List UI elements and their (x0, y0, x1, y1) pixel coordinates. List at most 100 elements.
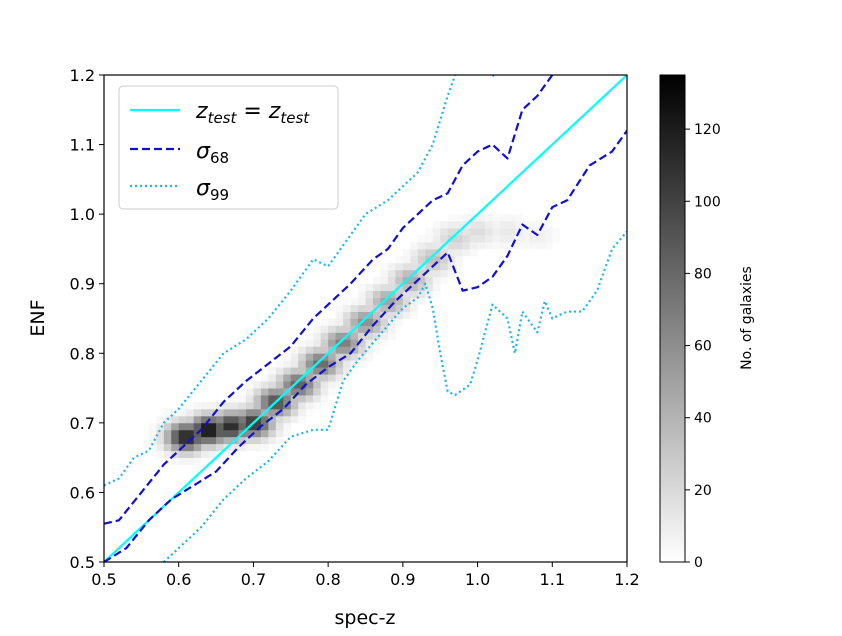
heatmap-cell (470, 241, 478, 250)
heatmap-cell (275, 422, 284, 431)
heatmap-cell (223, 401, 232, 410)
heatmap-cell (350, 318, 359, 326)
heatmap-cell (395, 290, 404, 299)
heatmap-cell (231, 415, 239, 424)
heatmap-cell (260, 388, 269, 396)
heatmap-cell (216, 443, 224, 452)
x-tick-label: 0.8 (315, 570, 340, 589)
heatmap-cell (365, 325, 374, 333)
heatmap-cell (335, 311, 344, 319)
heatmap-cell (365, 339, 374, 347)
heatmap-cell (193, 457, 202, 465)
x-axis: 0.5 0.6 0.7 0.8 0.9 1.0 1.1 1.2 (91, 562, 640, 589)
heatmap-cell (163, 429, 172, 438)
heatmap-cell (275, 374, 284, 382)
heatmap-cell (425, 269, 434, 278)
heatmap-cell (253, 401, 262, 410)
heatmap-cell (537, 228, 546, 236)
heatmap-cell (290, 346, 299, 354)
heatmap-cell (514, 235, 523, 243)
heatmap-cell (372, 339, 381, 347)
heatmap-cell (298, 395, 307, 403)
heatmap-cell (552, 235, 561, 243)
heatmap-cell (290, 374, 299, 382)
heatmap-cell (485, 228, 493, 236)
heatmap-cell (305, 353, 314, 361)
heatmap-cell (507, 221, 516, 229)
heatmap-cell (201, 450, 209, 459)
heatmap-cell (477, 221, 486, 229)
heatmap-cell (216, 408, 224, 417)
series-2-lower-line (163, 230, 627, 562)
heatmap-cell (171, 415, 180, 424)
heatmap-cell (387, 276, 396, 285)
heatmap-cell (156, 443, 165, 452)
heatmap-cell (417, 235, 426, 243)
heatmap-cell (544, 228, 553, 236)
heatmap-cell (402, 304, 411, 312)
heatmap-cell (260, 415, 269, 424)
heatmap-cell (462, 241, 471, 250)
heatmap-cell (156, 415, 165, 424)
heatmap-cell (328, 318, 337, 326)
heatmap-cell (186, 443, 195, 452)
heatmap-cell (193, 436, 202, 445)
heatmap-cell (477, 241, 486, 250)
heatmap-cell (223, 429, 232, 438)
heatmap-cell (245, 408, 254, 417)
heatmap-cell (178, 415, 187, 424)
heatmap-cell (223, 395, 232, 403)
heatmap-cell (358, 311, 366, 319)
heatmap-cell (320, 346, 329, 354)
colorbar: 0 20 40 60 80 100 120 No. of galaxies (659, 74, 755, 571)
colorbar-tick-label: 20 (694, 483, 712, 499)
heatmap-cell (283, 408, 292, 417)
heatmap-cell (268, 367, 277, 375)
heatmap-cell (425, 283, 434, 292)
heatmap-cell (283, 381, 292, 389)
heatmap-cell (432, 276, 441, 285)
heatmap-cell (432, 255, 441, 264)
heatmap-cell (208, 408, 217, 417)
heatmap-cell (328, 367, 337, 375)
heatmap-cell (350, 339, 359, 347)
heatmap-cell (178, 457, 187, 465)
heatmap-cell (320, 339, 329, 347)
heatmap-cell (298, 367, 307, 375)
heatmap-cell (223, 408, 232, 417)
heatmap-cell (305, 395, 314, 403)
heatmap-cell (298, 360, 307, 368)
heatmap-cell (156, 450, 165, 459)
heatmap-cell (522, 235, 531, 243)
legend: ztest = ztest σ68 σ99 (118, 85, 339, 210)
heatmap-cell (186, 450, 195, 459)
heatmap-cell (440, 269, 449, 278)
heatmap-cell (552, 228, 561, 236)
plot-frame (103, 74, 628, 563)
y-tick-label: 1.2 (70, 66, 95, 85)
heatmap-cell (231, 408, 239, 417)
heatmap-cell (298, 401, 307, 410)
heatmap-cell (470, 248, 478, 257)
heatmap-cell (507, 235, 516, 243)
heatmap-cell (283, 395, 292, 403)
series-layer (104, 75, 627, 562)
heatmap-cell (268, 374, 277, 382)
heatmap-cell (350, 311, 359, 319)
heatmap-cell (260, 374, 269, 382)
heatmap-cell (372, 283, 381, 292)
heatmap-cell (305, 332, 314, 340)
heatmap-cell (305, 388, 314, 396)
heatmap-cell (305, 381, 314, 389)
heatmap-cell (238, 408, 247, 417)
heatmap-cell (492, 214, 501, 222)
heatmap-cell (335, 318, 344, 326)
heatmap-cell (343, 353, 351, 361)
heatmap-cell (260, 429, 269, 438)
heatmap-cell (245, 388, 254, 396)
heatmap-cell (395, 304, 404, 312)
heatmap-cell (372, 276, 381, 285)
heatmap-cell (499, 235, 508, 243)
heatmap-cell (290, 367, 299, 375)
heatmap-cell (380, 276, 389, 285)
